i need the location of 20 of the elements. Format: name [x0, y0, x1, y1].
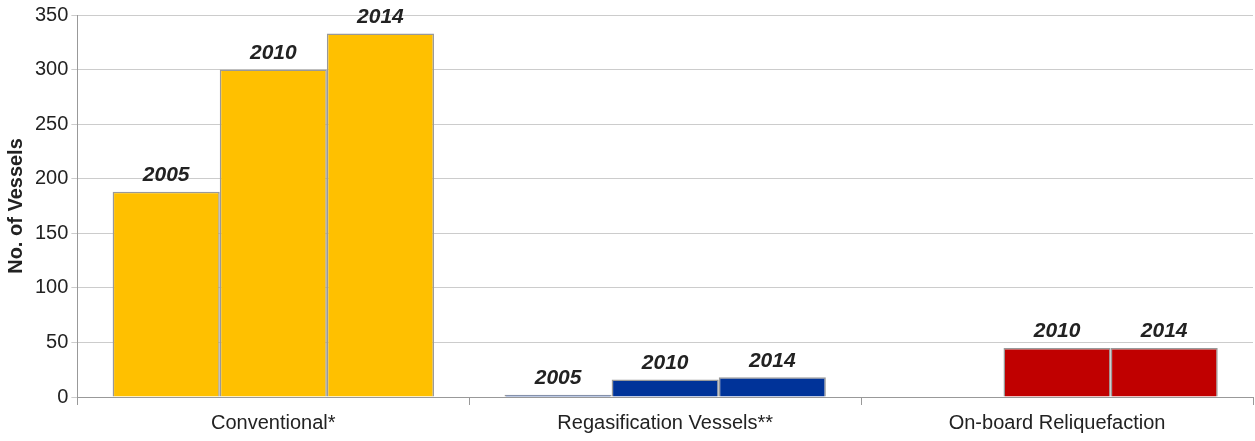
series-label: 2014 — [356, 3, 405, 27]
y-tick-label: 0 — [57, 384, 69, 407]
text: 2005 — [142, 162, 190, 186]
text: 2010 — [1033, 318, 1081, 342]
y-tick-label: 150 — [34, 220, 69, 243]
text: 2014 — [748, 347, 796, 371]
y-tick-label: 50 — [46, 329, 69, 352]
x-tick-label: On-board Reliquefaction — [948, 410, 1166, 433]
series-label: 2010 — [248, 39, 297, 63]
y-tick-label: 350 — [34, 2, 69, 25]
series-label: 2005 — [533, 365, 582, 389]
y-tick-label: 100 — [34, 275, 69, 298]
text: 2014 — [1140, 318, 1188, 342]
text: 2010 — [641, 349, 689, 373]
y-tick-label: 300 — [34, 57, 69, 80]
y-tick-label: 250 — [34, 111, 69, 134]
y-tick-label: 200 — [34, 166, 69, 189]
x-tick-label: Regasification Vessels** — [557, 410, 774, 433]
y-axis-title: No. of Vessels — [3, 138, 26, 274]
x-tick-label: Conventional* — [211, 410, 336, 433]
